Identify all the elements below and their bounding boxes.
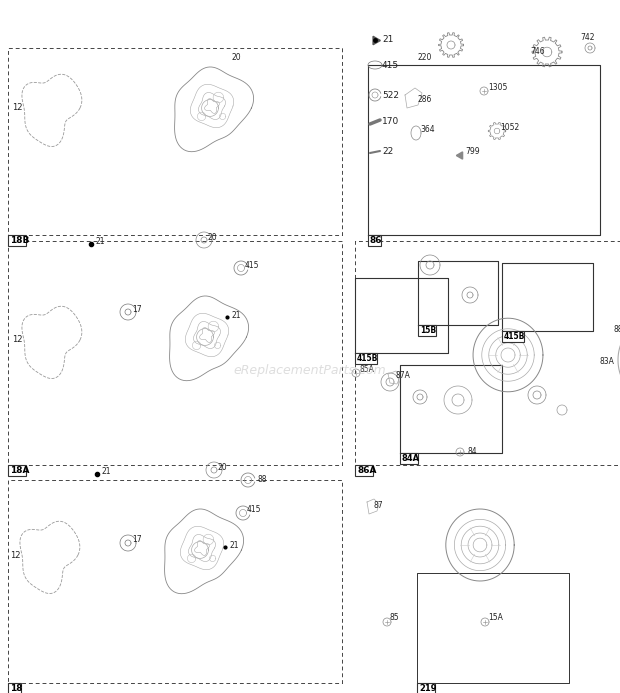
Text: 12: 12 [12, 335, 22, 344]
Text: 85A: 85A [359, 365, 374, 374]
Text: 17: 17 [132, 306, 141, 315]
Text: 799: 799 [465, 148, 480, 157]
Text: 86: 86 [370, 236, 383, 245]
Text: 21: 21 [230, 541, 239, 550]
Text: 20: 20 [218, 462, 228, 471]
Bar [368, 235, 381, 246]
Text: 83A: 83A [600, 358, 615, 367]
Text: 746: 746 [530, 48, 544, 57]
Text: eReplacementParts.com: eReplacementParts.com [234, 365, 386, 377]
Text: 20: 20 [232, 53, 242, 62]
Text: 415B: 415B [504, 332, 525, 341]
Text: 415: 415 [382, 60, 399, 69]
Text: 18: 18 [10, 684, 22, 693]
Text: 22: 22 [382, 148, 393, 157]
Text: 12: 12 [10, 550, 20, 559]
Text: 364: 364 [420, 125, 435, 134]
Text: 84A: 84A [402, 454, 420, 463]
Bar [355, 353, 377, 364]
Bar [502, 331, 524, 342]
Text: 415B: 415B [357, 354, 378, 363]
Bar [400, 453, 417, 464]
Text: 170: 170 [382, 118, 399, 127]
Text: 15B: 15B [420, 326, 436, 335]
Text: 88A: 88A [614, 326, 620, 335]
Text: 286: 286 [418, 96, 432, 105]
Text: 219: 219 [419, 684, 436, 693]
Text: 18B: 18B [10, 236, 29, 245]
Text: 1305: 1305 [488, 83, 507, 92]
Text: 84: 84 [468, 448, 477, 457]
Text: 18A: 18A [10, 466, 30, 475]
Text: 17: 17 [132, 536, 141, 545]
Text: 12: 12 [12, 103, 22, 112]
Text: 20: 20 [208, 232, 218, 241]
Text: 86A: 86A [357, 466, 376, 475]
Text: 21: 21 [102, 468, 112, 477]
Text: 522: 522 [382, 91, 399, 100]
Bar [417, 683, 435, 693]
Text: 15A: 15A [488, 613, 503, 622]
Bar [8, 683, 21, 693]
Text: 220: 220 [418, 53, 432, 62]
Text: 415: 415 [245, 261, 260, 270]
Text: 87A: 87A [395, 371, 410, 380]
Bar [418, 325, 435, 336]
Text: 1052: 1052 [500, 123, 520, 132]
Text: 21: 21 [382, 35, 393, 44]
Bar [8, 235, 25, 246]
Text: 21: 21 [96, 238, 105, 247]
Text: 21: 21 [232, 310, 242, 319]
Text: 742: 742 [580, 33, 595, 42]
Text: 87: 87 [374, 500, 384, 509]
Text: 85: 85 [390, 613, 400, 622]
Bar [8, 465, 25, 476]
Bar [355, 465, 373, 476]
Text: 88: 88 [258, 475, 267, 484]
Text: 415: 415 [247, 505, 262, 514]
